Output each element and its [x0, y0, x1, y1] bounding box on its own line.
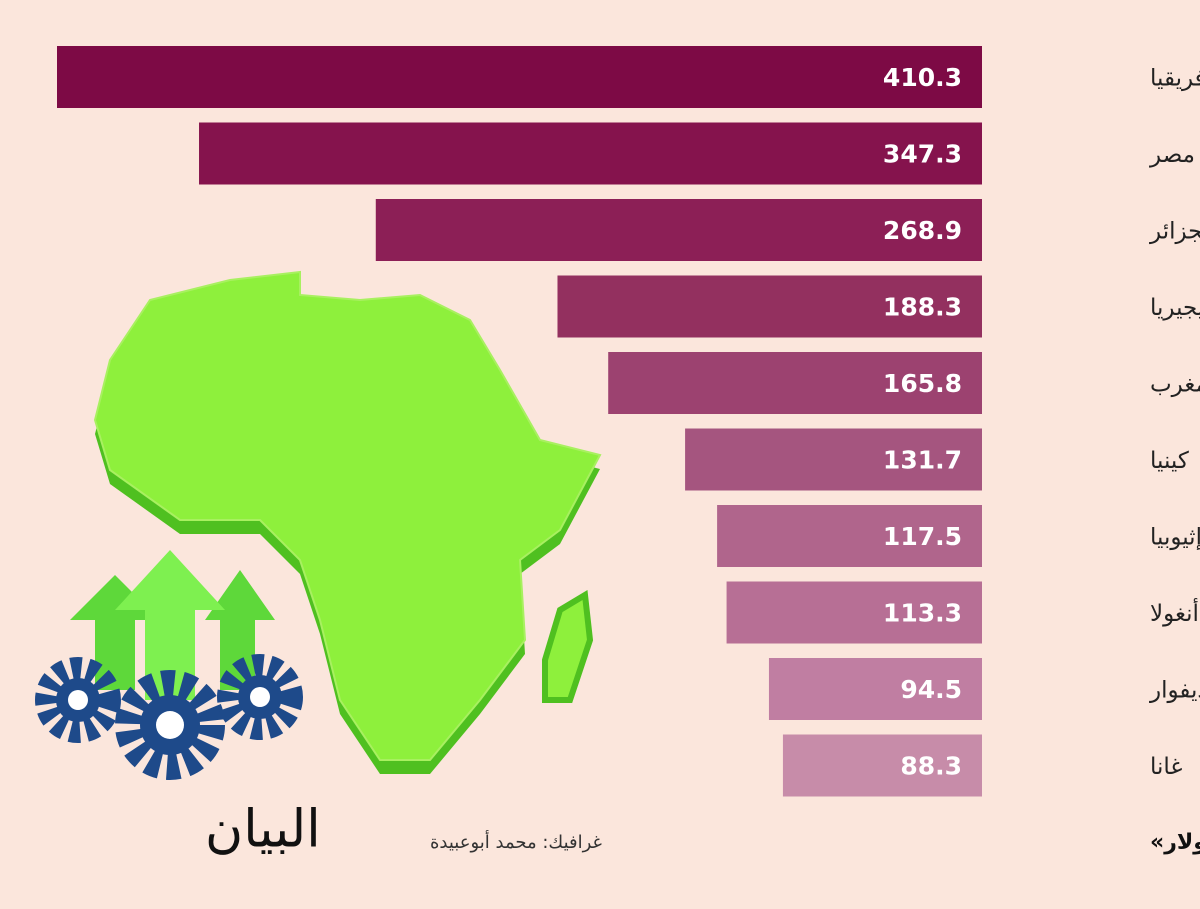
value-label: 113.3: [883, 599, 962, 628]
category-label: كينيا: [1150, 448, 1189, 474]
value-label: 347.3: [883, 140, 962, 169]
category-label: أنغولا: [1150, 598, 1199, 627]
logo: البيان: [205, 800, 321, 860]
bar: [557, 275, 982, 338]
bar: [57, 46, 982, 108]
value-label: 165.8: [883, 369, 962, 398]
note: الأرقام: الناتج المحلي «مليار دولار»: [1150, 827, 1200, 855]
category-label: نيجيريا: [1150, 295, 1200, 321]
africa-illustration: [93, 270, 602, 774]
bar: [717, 505, 982, 567]
category-label: إثيوبيا: [1150, 525, 1200, 551]
value-label: 117.5: [883, 522, 962, 551]
value-label: 94.5: [900, 675, 962, 704]
category-label: كوت ديفوار: [1149, 678, 1200, 704]
category-label: الجزائر: [1149, 219, 1200, 245]
category-label: غانا: [1150, 754, 1182, 780]
bar: [768, 658, 982, 720]
bar: [608, 352, 982, 414]
value-label: 88.3: [900, 752, 962, 781]
value-label: 131.7: [883, 446, 962, 475]
category-label: المغرب: [1150, 372, 1200, 398]
growth-icon: [35, 550, 303, 780]
bar: [782, 734, 982, 797]
category-label: جنوب أفريقيا: [1150, 63, 1200, 92]
value-label: 410.3: [883, 63, 962, 92]
category-label: مصر: [1149, 142, 1195, 168]
bar: [685, 428, 982, 491]
value-label: 188.3: [883, 293, 962, 322]
value-label: 268.9: [883, 216, 962, 245]
bar: [199, 122, 983, 185]
credit: غرافيك: محمد أبوعبيدة: [430, 830, 602, 853]
bar: [375, 199, 982, 261]
bar: [726, 581, 982, 644]
